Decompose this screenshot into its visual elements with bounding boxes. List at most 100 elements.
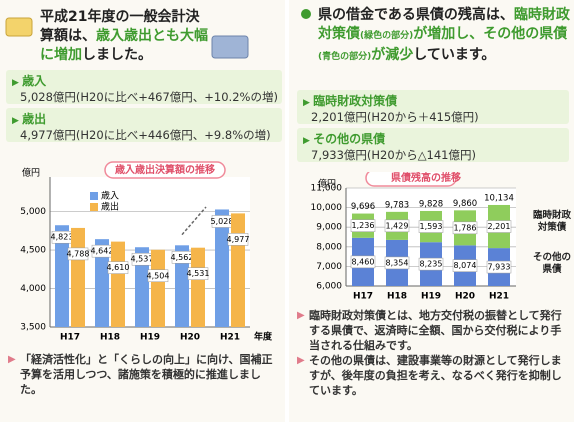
series-label: その他の県債 — [530, 252, 574, 276]
value-label-bg — [187, 267, 209, 280]
info-box: 歳入5,028億円(H20に比べ+467億円、+10.2%の増) — [6, 70, 282, 104]
value-label-bg — [418, 220, 444, 233]
bullet — [301, 9, 311, 19]
x-tick-label: H17 — [353, 292, 373, 302]
bar — [191, 247, 205, 327]
bar — [135, 247, 149, 327]
value-label: 1,593 — [420, 222, 443, 231]
x-axis-label: 年度 — [254, 331, 273, 343]
right-heading: 県の借金である県債の残高は、臨時財政対策債(緑色の部分)が増加し、その他の県債 (… — [318, 6, 570, 67]
y-axis-label: 億円 — [318, 178, 336, 190]
value-label: 4,823 — [51, 233, 74, 242]
box-label: 歳出 — [6, 108, 282, 127]
y-tick-label: 10,000 — [311, 203, 343, 213]
right-notes: 臨時財政対策債とは、地方交付税の振替として発行する県債で、返済時に全額、国から交… — [297, 308, 569, 398]
value-label-bg — [147, 269, 169, 283]
note: その他の県債は、建設事業等の財源として発行しますが、後年度の負担を考え、なるべく… — [297, 353, 569, 398]
y-tick-label: 4,000 — [20, 284, 46, 294]
legend-label: 歳出 — [101, 201, 119, 213]
value-label: 4,977 — [227, 235, 250, 244]
y-tick-label: 7,000 — [316, 262, 342, 272]
decor — [5, 9, 311, 59]
value-label: 1,236 — [352, 221, 375, 230]
total-label: 10,134 — [484, 193, 514, 203]
title-pill — [104, 161, 226, 179]
heading-part: 県の借金である県債の残高は、 — [318, 7, 514, 23]
x-tick-label: H20 — [455, 292, 475, 302]
x-tick-label: H19 — [421, 292, 441, 302]
value-label-bg — [350, 255, 376, 269]
value-label-bg — [486, 220, 512, 233]
value-label-bg — [384, 219, 410, 233]
value-label: 8,460 — [352, 257, 375, 266]
value-label: 4,537 — [131, 255, 154, 264]
value-label: 4,610 — [107, 263, 130, 272]
value-label: 4,531 — [187, 269, 210, 278]
x-tick-label: H18 — [100, 333, 120, 343]
value-label: 2,201 — [488, 222, 511, 231]
bar — [215, 209, 229, 327]
note: 「経済活性化」と「くらしの向上」に向け、国補正予算を活用しつつ、諸施策を積極的に… — [8, 352, 278, 397]
chart-title: 歳入歳出決算額の推移 — [115, 163, 215, 176]
bar — [55, 225, 69, 327]
value-label: 4,788 — [67, 249, 90, 258]
heading-part: が減少 — [371, 47, 414, 63]
series-label: 臨時財政対策債 — [530, 210, 574, 234]
note: 臨時財政対策債とは、地方交付税の振替として発行する県債で、返済時に全額、国から交… — [297, 308, 569, 353]
heading-part: 歳入歳出とも大幅に増加 — [40, 28, 208, 63]
total-label: 9,696 — [351, 202, 375, 212]
info-box: 歳出4,977億円(H20に比べ+446億円、+9.8%の増) — [6, 108, 282, 142]
x-tick-label: H21 — [220, 333, 240, 343]
bar — [95, 239, 109, 327]
legend-swatch — [90, 203, 98, 211]
bar — [71, 227, 85, 327]
x-tick-label: H19 — [140, 333, 160, 343]
y-tick-label: 6,000 — [316, 282, 342, 292]
heading-part: が増加し、 — [413, 26, 484, 42]
value-label-bg — [486, 260, 512, 274]
y-axis-label: 億円 — [22, 167, 40, 179]
box-text: 2,201億円(H20から＋415億円) — [311, 110, 479, 124]
total-label: 9,828 — [419, 199, 443, 209]
total-label: 9,783 — [385, 200, 409, 210]
bar — [175, 245, 189, 327]
value-label-bg — [384, 256, 410, 270]
y-tick-label: 11,000 — [311, 184, 343, 194]
heading-part: (青色の部分) — [318, 52, 372, 62]
value-label: 8,074 — [454, 261, 477, 270]
wallet-icon — [5, 17, 33, 37]
left-heading: 平成21年度の一般会計決算額は、歳入歳出とも大幅に増加しました。 — [40, 8, 210, 65]
box-text: 4,977億円(H20に比べ+446億円、+9.8%の増) — [20, 128, 271, 142]
value-label-bg — [107, 261, 129, 274]
heading-part: 平成21年度の一般会計決算額は、 — [40, 9, 200, 44]
x-tick-label: H17 — [60, 333, 80, 343]
y-tick-label: 4,500 — [20, 246, 46, 256]
x-tick-label: H21 — [489, 292, 509, 302]
title-pill — [365, 172, 457, 187]
heading-part: しています。 — [413, 47, 496, 63]
legend-swatch — [90, 192, 98, 200]
value-label-bg — [227, 233, 249, 246]
value-label: 7,933 — [488, 263, 511, 272]
legend-label: 歳入 — [101, 190, 119, 202]
x-tick-label: H18 — [387, 292, 407, 302]
value-label: 1,786 — [454, 223, 477, 232]
box-text: 5,028億円(H20に比べ+467億円、+10.2%の増) — [20, 90, 278, 104]
value-label-bg — [452, 221, 478, 235]
value-label: 5,028 — [211, 217, 234, 226]
left-notes: 「経済活性化」と「くらしの向上」に向け、国補正予算を活用しつつ、諸施策を積極的に… — [8, 352, 278, 397]
value-label: 8,235 — [420, 260, 443, 269]
value-label-bg — [67, 247, 89, 261]
y-tick-label: 8,000 — [316, 242, 342, 252]
y-tick-label: 5,000 — [20, 207, 46, 217]
value-label: 8,354 — [386, 258, 409, 267]
value-label-bg — [452, 259, 478, 272]
box-label: 臨時財政対策債 — [297, 90, 569, 109]
bar — [231, 213, 245, 327]
value-label: 4,642 — [91, 247, 114, 256]
box-label: 歳入 — [6, 70, 282, 89]
value-label: 1,429 — [386, 221, 409, 230]
box-label: その他の県債 — [297, 128, 569, 147]
